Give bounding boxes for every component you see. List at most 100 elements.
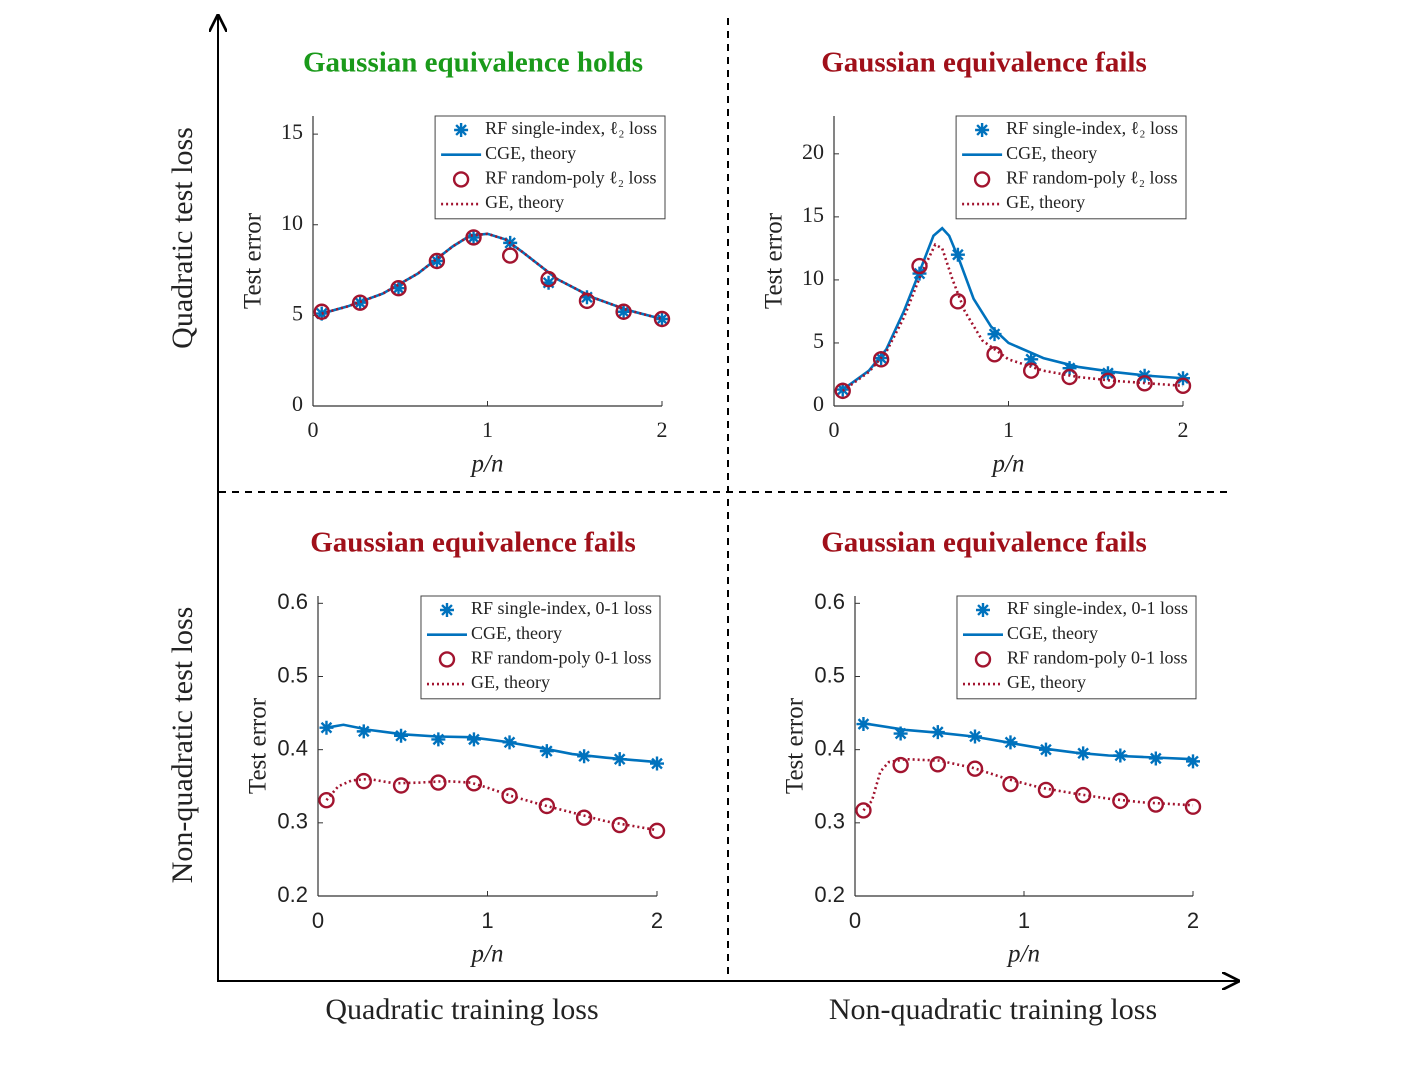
circle-marker bbox=[1074, 786, 1092, 804]
chart-title: Gaussian equivalence fails bbox=[821, 527, 1147, 559]
legend-label: RF single-index, 0-1 loss bbox=[1007, 598, 1188, 618]
legend-label: RF random-poly 0-1 loss bbox=[471, 648, 652, 668]
series-line bbox=[325, 777, 658, 832]
circle-marker bbox=[575, 809, 593, 826]
chart-title: Gaussian equivalence holds bbox=[303, 47, 643, 79]
star-marker bbox=[466, 230, 481, 245]
circle-marker bbox=[578, 292, 596, 310]
legend-swatch bbox=[975, 603, 990, 617]
legend-swatch bbox=[439, 603, 454, 617]
outer-label: Non-quadratic training loss bbox=[829, 993, 1157, 1026]
y-tick-label: 0.4 bbox=[814, 735, 845, 760]
panel: Gaussian equivalence holds 0 5 10 15 0 1 2 p/n Te… bbox=[240, 47, 671, 478]
legend-swatch bbox=[452, 171, 470, 188]
series-line bbox=[841, 226, 1184, 391]
circle-marker bbox=[966, 760, 984, 777]
y-tick-label: 20 bbox=[802, 139, 824, 164]
y-tick-label: 0.2 bbox=[277, 882, 308, 907]
legend-label: GE, theory bbox=[485, 192, 564, 212]
y-tick-label: 15 bbox=[802, 202, 824, 227]
legend-label: GE, theory bbox=[471, 672, 550, 692]
circle-marker bbox=[351, 294, 369, 311]
legend-swatch bbox=[974, 651, 992, 668]
x-axis-label: p/n bbox=[991, 451, 1025, 478]
legend-label: GE, theory bbox=[1006, 192, 1085, 212]
circle-marker bbox=[949, 293, 967, 310]
y-tick-label: 5 bbox=[292, 300, 303, 325]
circle-marker bbox=[390, 279, 407, 297]
legend-swatch bbox=[973, 171, 991, 188]
x-axis-label: p/n bbox=[470, 451, 504, 478]
legend-label: CGE, theory bbox=[485, 143, 576, 163]
y-tick-label: 0.5 bbox=[277, 662, 308, 687]
circle-marker bbox=[1061, 368, 1078, 386]
x-tick-label: 0 bbox=[849, 908, 861, 933]
circle-marker bbox=[318, 791, 335, 809]
circle-marker bbox=[1184, 798, 1202, 815]
circle-marker bbox=[648, 822, 666, 840]
legend-label: RF random-poly 0-1 loss bbox=[1007, 648, 1188, 668]
star-marker bbox=[579, 290, 594, 305]
circle-marker bbox=[313, 303, 330, 320]
star-marker bbox=[650, 756, 664, 771]
x-tick-label: 2 bbox=[651, 908, 663, 933]
legend: RF single-index, 0-1 loss CGE, theory RF r… bbox=[956, 595, 1197, 700]
legend-label: RF single-index, 0-1 loss bbox=[471, 598, 652, 618]
legend-box bbox=[955, 115, 1187, 220]
circle-marker bbox=[892, 756, 909, 774]
legend-label: RF random-poly ℓ₂ loss bbox=[485, 168, 656, 188]
star-marker bbox=[391, 281, 406, 296]
legend-label: RF random-poly ℓ₂ loss bbox=[1006, 168, 1177, 188]
y-axis-label: Test error bbox=[240, 212, 267, 309]
y-axis-label: Test error bbox=[782, 697, 809, 794]
legend-swatch bbox=[438, 651, 456, 668]
circle-marker bbox=[1022, 362, 1040, 379]
circle-marker bbox=[465, 775, 483, 792]
y-tick-label: 0 bbox=[292, 391, 303, 416]
y-axis-label: Test error bbox=[245, 697, 272, 794]
star-marker bbox=[541, 275, 556, 290]
circle-marker bbox=[653, 310, 671, 328]
star-marker bbox=[1186, 754, 1200, 769]
y-tick-label: 0.4 bbox=[277, 735, 308, 760]
chart-title: Gaussian equivalence fails bbox=[310, 527, 636, 559]
circle-marker bbox=[501, 247, 519, 264]
star-marker bbox=[314, 306, 329, 321]
legend: RF single-index, 0-1 loss CGE, theory RF r… bbox=[420, 595, 661, 700]
series-line bbox=[862, 757, 1194, 812]
circle-marker bbox=[986, 346, 1003, 363]
circle-marker bbox=[1174, 377, 1192, 395]
star-marker bbox=[466, 732, 481, 747]
x-axis-label: p/n bbox=[1006, 941, 1040, 968]
x-tick-label: 2 bbox=[657, 417, 668, 442]
circle-marker bbox=[1136, 375, 1153, 392]
y-tick-label: 10 bbox=[802, 265, 824, 290]
x-tick-label: 1 bbox=[481, 908, 493, 933]
star-marker bbox=[429, 254, 444, 268]
star-marker bbox=[431, 732, 446, 747]
outer-label: Quadratic training loss bbox=[325, 993, 598, 1026]
circle-marker bbox=[834, 382, 851, 400]
x-tick-label: 2 bbox=[1187, 908, 1199, 933]
legend-label: RF single-index, ℓ₂ loss bbox=[485, 118, 657, 138]
circle-marker bbox=[430, 774, 447, 791]
legend-label: RF single-index, ℓ₂ loss bbox=[1006, 118, 1178, 138]
circle-marker bbox=[929, 756, 947, 773]
circle-marker bbox=[1112, 792, 1129, 810]
legend-box bbox=[956, 595, 1197, 700]
x-tick-label: 1 bbox=[1018, 908, 1030, 933]
legend-swatch bbox=[975, 123, 990, 137]
circle-marker bbox=[872, 351, 890, 368]
legend-label: GE, theory bbox=[1007, 672, 1086, 692]
star-marker bbox=[356, 724, 371, 739]
x-tick-label: 1 bbox=[482, 417, 493, 442]
circle-marker bbox=[540, 270, 557, 288]
outer-label: Non-quadratic test loss bbox=[166, 607, 199, 884]
y-tick-label: 0.6 bbox=[814, 589, 845, 614]
y-tick-label: 0.3 bbox=[814, 809, 845, 834]
outer-label: Quadratic test loss bbox=[166, 127, 199, 349]
legend: RF single-index, ℓ₂ loss CGE, theory RF ra… bbox=[434, 115, 666, 220]
series-line bbox=[326, 723, 658, 764]
y-tick-label: 15 bbox=[281, 119, 303, 144]
